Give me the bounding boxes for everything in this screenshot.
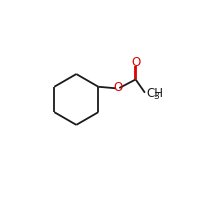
- Text: CH: CH: [146, 87, 163, 100]
- Text: O: O: [131, 56, 140, 69]
- Text: 3: 3: [153, 92, 159, 101]
- Text: O: O: [113, 81, 122, 94]
